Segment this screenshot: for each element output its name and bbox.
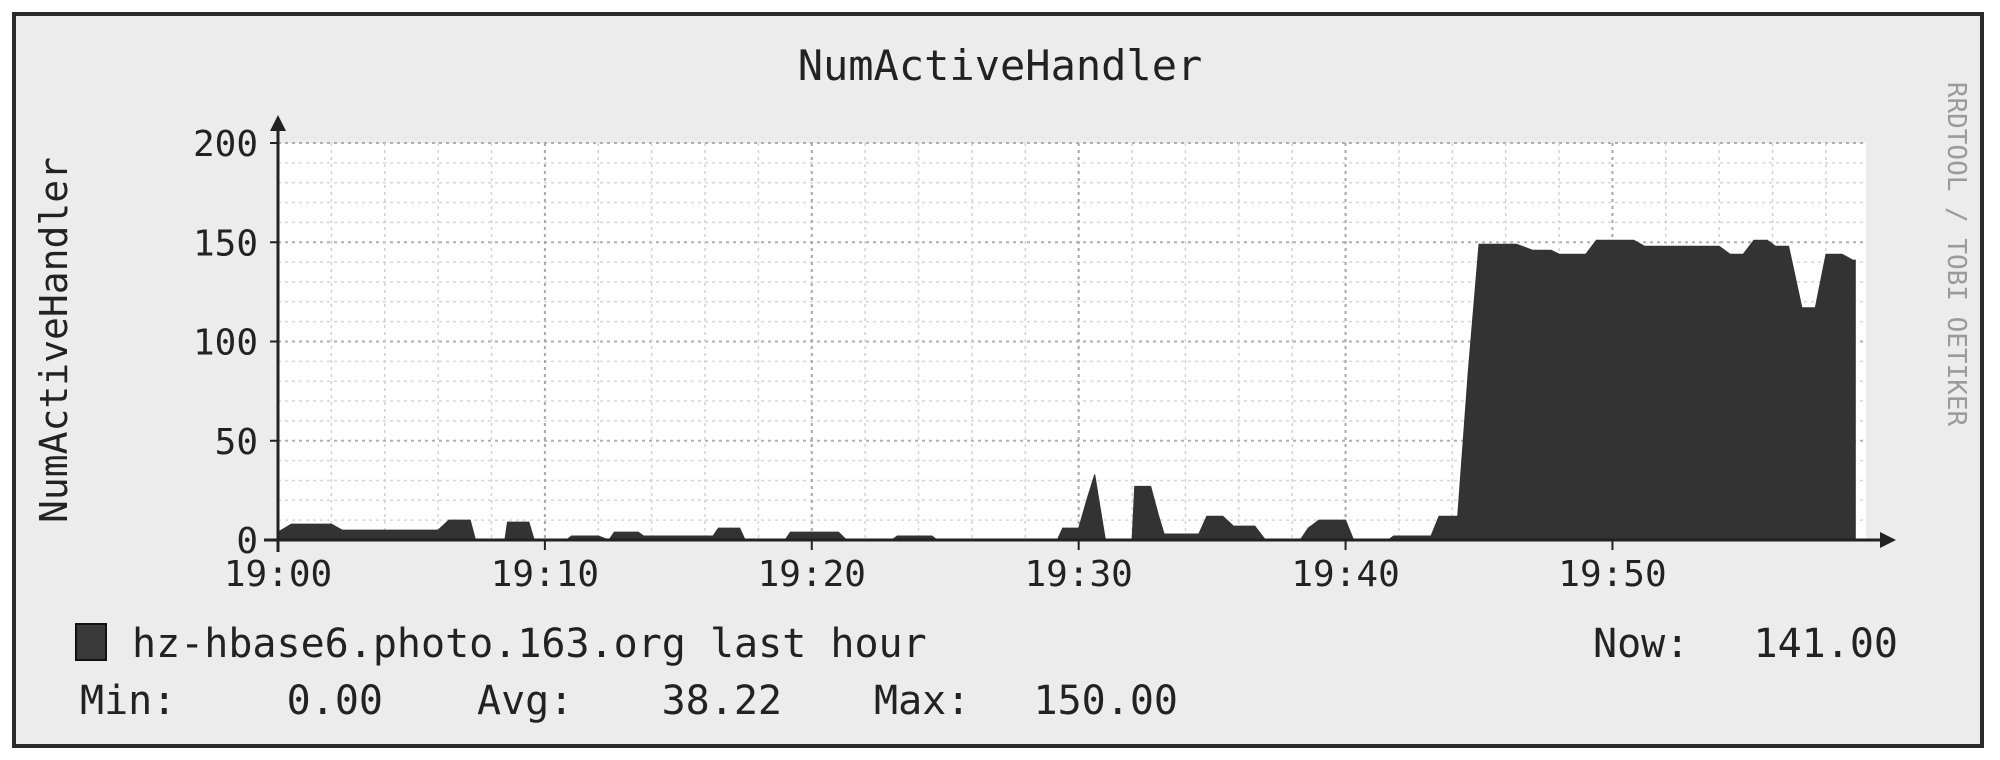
x-tick-label: 19:10: [491, 554, 599, 595]
y-tick-label: 0: [236, 521, 258, 562]
x-tick-label: 19:30: [1024, 554, 1132, 595]
legend-label: hz-hbase6.photo.163.org last hour: [132, 621, 927, 667]
x-tick-label: 19:50: [1558, 554, 1666, 595]
y-tick-label: 100: [193, 323, 258, 364]
now-label: Now:: [1593, 621, 1689, 667]
y-tick-label: 50: [215, 422, 258, 463]
max-value: 150.00: [1034, 678, 1179, 724]
x-tick-label: 19:40: [1291, 554, 1399, 595]
tick-labels: 0 50 100 150 200 19:00 19:10 19:20 19:30 19:40 19:…: [193, 124, 1667, 595]
legend-swatch: [75, 623, 107, 661]
y-axis-arrow: [270, 115, 286, 131]
now-value: 141.00: [1754, 621, 1899, 667]
axes: [264, 115, 1896, 552]
watermark: RRDTOOL / TOBI OETIKER: [1941, 82, 1971, 427]
x-axis-arrow: [1880, 532, 1896, 548]
x-tick-label: 19:00: [224, 554, 332, 595]
chart-title: NumActiveHandler: [798, 41, 1203, 90]
avg-label: Avg:: [477, 678, 573, 724]
min-value: 0.00: [287, 678, 383, 724]
y-tick-label: 200: [193, 124, 258, 165]
area-series: [277, 239, 1856, 541]
x-tick-label: 19:20: [758, 554, 866, 595]
avg-value: 38.22: [662, 678, 782, 724]
area-series-path: [277, 239, 1856, 541]
max-label: Max:: [874, 678, 970, 724]
min-label: Min:: [80, 678, 176, 724]
y-tick-label: 150: [193, 223, 258, 264]
y-axis-label: NumActiveHandler: [32, 157, 76, 523]
